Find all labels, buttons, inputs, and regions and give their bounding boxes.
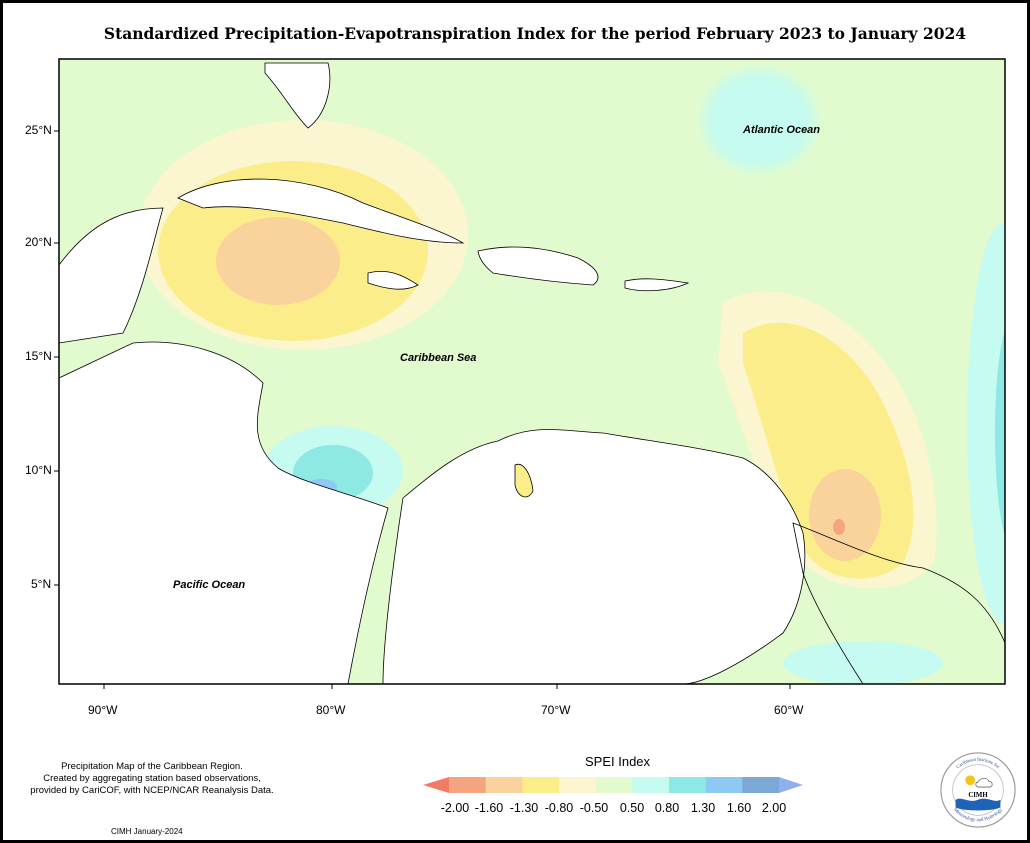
la-guajira-dry-zone [514,463,534,498]
puerto-rico-land [624,278,690,292]
cuba-severe-dry-zone [216,217,340,305]
hispaniola-land [477,246,599,286]
caribbean-sea-label: Caribbean Sea [400,352,477,364]
lat-label-20: 20°N [25,235,52,249]
legend-tick: 0.80 [654,801,680,815]
spei-field [59,59,1005,684]
legend-colorbar [423,777,803,793]
florida-land [264,62,331,129]
legend-tick: -0.80 [544,801,574,815]
footer-description: Precipitation Map of the Caribbean Regio… [7,761,297,797]
south-wet-zone [783,641,943,684]
lat-label-5: 5°N [31,577,52,591]
footer-line: Created by aggregating station based obs… [43,773,261,784]
legend-color-cell [595,777,633,793]
guyana-severe-dry-zone [809,469,881,561]
map-canvas [54,58,1006,793]
legend-tick: -1.60 [474,801,504,815]
lon-label-90: 90°W [88,703,118,717]
legend-color-cell [485,777,523,793]
lat-label-25: 25°N [25,123,52,137]
lon-label-80: 80°W [316,703,346,717]
central-america-land [59,341,389,684]
cuba-land [177,178,465,244]
legend-color-cell [632,777,670,793]
cloud-icon [975,778,993,788]
footer-line: provided by CariCOF, with NCEP/NCAR Rean… [30,785,274,796]
guyana-extreme-dry-zone [833,519,845,535]
cimh-logo-name: CIMH [968,792,988,799]
legend-tick: -2.00 [440,801,470,815]
map-frame [58,58,1006,685]
footer-line: Precipitation Map of the Caribbean Regio… [61,761,243,772]
map-page: Standardized Precipitation-Evapotranspir… [3,3,1027,840]
water-icon [955,798,1001,811]
pacific-ocean-label: Pacific Ocean [173,579,246,591]
guianas-border [792,522,1005,684]
legend-tick: 1.60 [726,801,752,815]
legend-tick: 1.30 [690,801,716,815]
legend-title: SPEI Index [585,754,651,769]
east-very-wet-band [995,331,1005,535]
lat-label-10: 10°N [25,463,52,477]
legend-color-cell [559,777,597,793]
jamaica-land [367,270,419,290]
yucatan-land [59,207,164,344]
sun-icon [965,775,976,786]
legend-tick: -1.30 [509,801,539,815]
legend-tick: 0.50 [619,801,645,815]
south-america-land [382,429,806,684]
legend-arrow-right [779,777,803,793]
lat-label-15: 15°N [25,349,52,363]
legend-color-cell [742,777,780,793]
lon-label-60: 60°W [774,703,804,717]
legend-color-cell [669,777,707,793]
legend-color-cell [449,777,487,793]
legend-tick: 2.00 [761,801,787,815]
cimh-logo: CIMH Caribbean Institute for Meteorology… [940,752,1016,828]
legend-arrow-left [423,777,449,793]
map-title: Standardized Precipitation-Evapotranspir… [103,24,967,43]
axis-ticks [54,130,791,689]
atlantic-ocean-label: Atlantic Ocean [743,124,821,136]
legend-color-cell [705,777,743,793]
credit-text: CIMH January-2024 [111,827,183,836]
legend-color-cell [522,777,560,793]
lon-label-70: 70°W [541,703,571,717]
atlantic-wet-zone [703,70,815,170]
east-wet-band [967,223,1005,623]
legend-tick: -0.50 [579,801,609,815]
